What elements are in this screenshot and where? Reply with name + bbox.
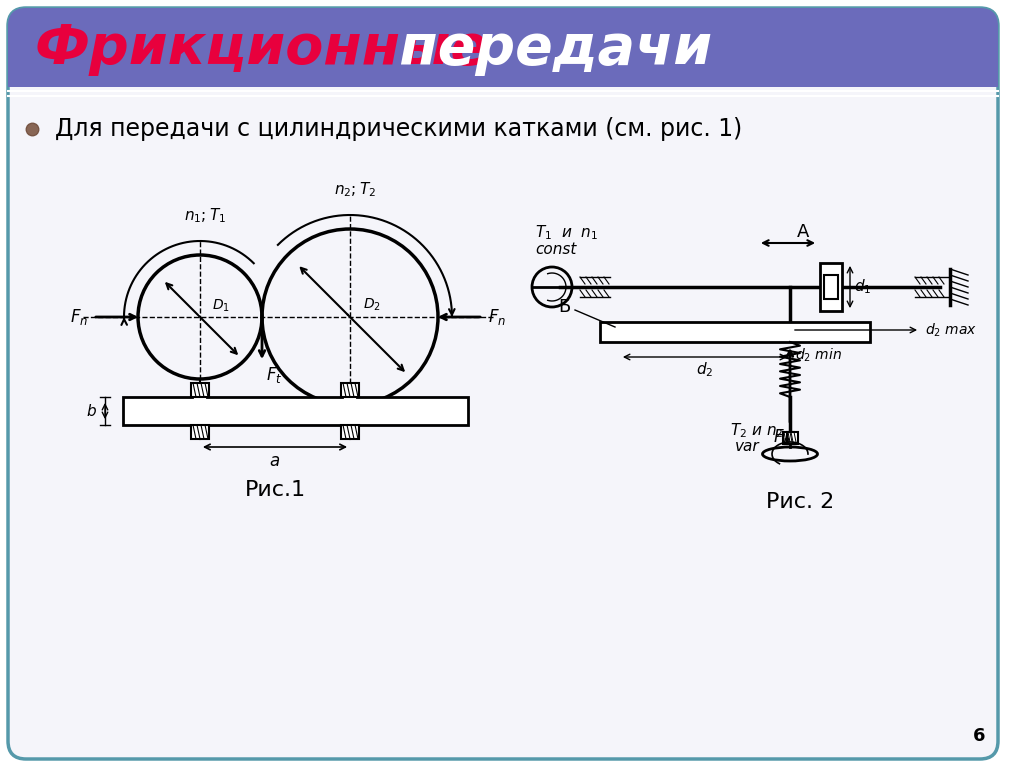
Text: $n_2 ; T_2$: $n_2 ; T_2$ — [334, 180, 376, 199]
Bar — [8, 47, 998, 87]
Text: $a$: $a$ — [269, 452, 281, 470]
Text: Рис.1: Рис.1 — [245, 480, 305, 500]
Text: Рис. 2: Рис. 2 — [766, 492, 835, 512]
Text: Б: Б — [558, 298, 570, 316]
Text: $T_1$  и  $n_1$: $T_1$ и $n_1$ — [535, 223, 598, 242]
Bar — [783, 432, 794, 444]
Bar — [600, 322, 870, 342]
Bar — [191, 383, 209, 397]
Text: $d_2\ min$: $d_2\ min$ — [795, 347, 842, 364]
Text: $T_2$ и $n_2$: $T_2$ и $n_2$ — [730, 421, 783, 440]
Text: $F_n$: $F_n$ — [70, 307, 88, 327]
Text: $b$: $b$ — [86, 403, 97, 419]
Text: передачи: передачи — [380, 22, 712, 76]
Text: $d_1$: $d_1$ — [854, 278, 871, 296]
Bar — [191, 425, 209, 439]
Text: $d_2\ max$: $d_2\ max$ — [925, 321, 977, 339]
Bar — [787, 432, 798, 444]
Text: $d_2$: $d_2$ — [696, 360, 714, 379]
FancyBboxPatch shape — [8, 8, 998, 87]
Text: var: var — [735, 439, 760, 454]
Text: $F_n$: $F_n$ — [488, 307, 506, 327]
Text: $F_n$: $F_n$ — [773, 427, 792, 447]
Text: A: A — [797, 223, 809, 241]
Text: $F_t$: $F_t$ — [266, 365, 283, 385]
Bar — [123, 397, 468, 425]
Text: Для передачи с цилиндрическими катками (см. рис. 1): Для передачи с цилиндрическими катками (… — [55, 117, 742, 141]
Bar — [824, 275, 838, 299]
Text: $D_1$: $D_1$ — [212, 298, 230, 314]
Bar — [341, 425, 359, 439]
Text: 6: 6 — [973, 727, 985, 745]
Text: Фрикционные: Фрикционные — [35, 22, 489, 76]
FancyBboxPatch shape — [8, 8, 998, 759]
Bar — [820, 263, 842, 311]
Text: $D_2$: $D_2$ — [364, 296, 381, 313]
Text: $n_1 ; T_1$: $n_1 ; T_1$ — [184, 206, 226, 225]
Bar — [341, 383, 359, 397]
Text: const: const — [535, 242, 577, 257]
